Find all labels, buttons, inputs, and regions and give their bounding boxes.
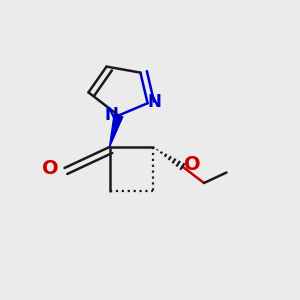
Text: O: O — [184, 155, 200, 175]
Polygon shape — [110, 114, 123, 147]
Text: N: N — [105, 106, 119, 124]
Text: O: O — [43, 158, 59, 178]
Text: N: N — [147, 93, 161, 111]
